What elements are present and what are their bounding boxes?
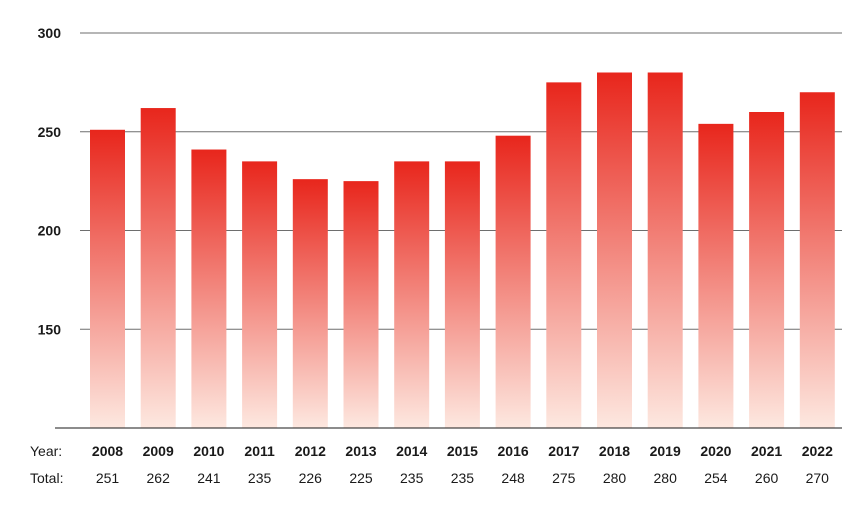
year-label: 2016 xyxy=(498,443,529,459)
year-labels: 2008 2009 2010 2011 2012 2013 2014 2015 2016 2017… xyxy=(92,443,833,459)
bar-2015 xyxy=(444,161,480,428)
total-label: 270 xyxy=(806,470,830,486)
year-label: 2009 xyxy=(143,443,174,459)
year-label: 2011 xyxy=(244,443,275,459)
bar-2022 xyxy=(799,92,835,428)
total-label: 251 xyxy=(96,470,120,486)
y-tick-label: 200 xyxy=(38,223,62,239)
year-row-label: Year: xyxy=(30,443,62,459)
total-label: 262 xyxy=(147,470,171,486)
bar-2008 xyxy=(90,129,125,428)
total-row-label: Total: xyxy=(30,470,63,486)
year-label: 2020 xyxy=(700,443,731,459)
bar-2012 xyxy=(292,179,328,428)
bar-2016 xyxy=(495,135,531,428)
bar-2021 xyxy=(749,112,785,428)
total-label: 280 xyxy=(603,470,627,486)
bar-2019 xyxy=(647,72,683,428)
bar-2018 xyxy=(597,72,632,428)
year-label: 2012 xyxy=(295,443,326,459)
year-label: 2021 xyxy=(751,443,782,459)
year-label: 2013 xyxy=(345,443,376,459)
year-label: 2008 xyxy=(92,443,123,459)
bar-2020 xyxy=(698,123,734,428)
year-label: 2018 xyxy=(599,443,630,459)
year-label: 2019 xyxy=(650,443,681,459)
year-label: 2017 xyxy=(548,443,579,459)
bar-2014 xyxy=(394,161,430,428)
total-label: 260 xyxy=(755,470,779,486)
y-axis-ticks: 150 200 250 300 xyxy=(38,25,62,337)
year-label: 2014 xyxy=(396,443,427,459)
bar-2013 xyxy=(343,181,379,428)
total-label: 254 xyxy=(704,470,728,486)
total-label: 248 xyxy=(501,470,525,486)
bar-2017 xyxy=(546,82,582,428)
bars xyxy=(90,72,835,429)
bar-2009 xyxy=(140,108,176,429)
year-label: 2015 xyxy=(447,443,478,459)
year-label: 2022 xyxy=(802,443,833,459)
total-label: 235 xyxy=(248,470,272,486)
total-labels: 251 262 241 235 226 225 235 235 248 275 280 280 254 2… xyxy=(96,470,829,486)
bar-2011 xyxy=(242,161,278,428)
total-label: 241 xyxy=(197,470,221,486)
total-label: 226 xyxy=(299,470,323,486)
y-tick-label: 150 xyxy=(38,321,62,337)
year-label: 2010 xyxy=(193,443,224,459)
y-tick-label: 250 xyxy=(38,124,62,140)
bar-2010 xyxy=(191,149,227,428)
y-tick-label: 300 xyxy=(38,25,62,41)
total-label: 235 xyxy=(400,470,424,486)
total-label: 275 xyxy=(552,470,576,486)
total-label: 235 xyxy=(451,470,475,486)
total-label: 280 xyxy=(654,470,678,486)
total-label: 225 xyxy=(349,470,373,486)
